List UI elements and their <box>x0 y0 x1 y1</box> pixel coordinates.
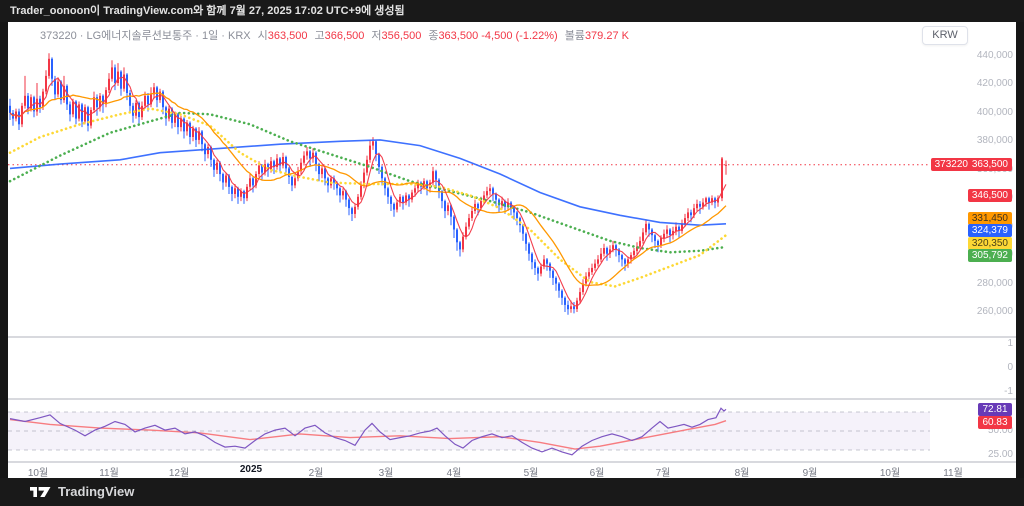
symbol-title[interactable]: 373220 · LG에너지솔루션보통주 · 1일 · KRX <box>40 30 251 42</box>
time-axis-label: 3월 <box>378 468 394 479</box>
ma-yellow-dotted-line <box>8 107 728 288</box>
time-axis-label: 10월 <box>879 468 901 479</box>
attribution-text: Trader_oonoon이 TradingView.com와 함께 7월 27… <box>10 5 405 17</box>
indicator-axis-label: 1 <box>1007 338 1013 349</box>
time-axis-label: 5월 <box>523 468 539 479</box>
time-axis-label: 10월 <box>27 468 49 479</box>
time-scale[interactable]: 10월 11월 12월 2025 2월 3월 4월 5월 6월 7월 8월 9월 10월 11월 <box>8 462 1016 479</box>
ohlc-value: 366,500 <box>324 30 365 42</box>
brand-text: TradingView <box>58 484 135 499</box>
attribution-bar: Trader_oonoon이 TradingView.com와 함께 7월 27… <box>0 0 1024 22</box>
time-axis-label: 2025 <box>239 464 263 475</box>
chart-container: 373220 · LG에너지솔루션보통주 · 1일 · KRX 시363,500 고… <box>8 22 1016 479</box>
rsi-axis-label: 25.00 <box>987 448 1013 460</box>
time-axis-label: 4월 <box>446 468 462 479</box>
ma-value-badge: 320,350 <box>967 236 1012 250</box>
rsi-signal-line <box>9 418 727 450</box>
symbol-header: 373220 · LG에너지솔루션보통주 · 1일 · KRX 시363,500 고… <box>40 27 629 43</box>
ohlc-label: 종 <box>428 30 439 42</box>
price-axis-label: 400,000 <box>976 106 1013 118</box>
indicator-axis-label: -1 <box>1004 386 1013 397</box>
time-axis-label: 2월 <box>308 468 324 479</box>
ma-value-badge: 324,379 <box>967 224 1012 237</box>
ma-value-badge: 346,500 <box>967 188 1012 202</box>
time-axis-label: 11월 <box>943 468 963 479</box>
rsi-value-badge: 60.83 <box>978 416 1012 429</box>
time-axis-label: 12월 <box>168 468 190 479</box>
rsi-axis-label: 50.00 <box>987 425 1013 436</box>
price-chart-canvas[interactable] <box>8 22 1016 478</box>
ohlc-value: 379.27 K <box>584 30 629 42</box>
ma-green-dotted-line <box>8 111 728 254</box>
time-axis-label: 9월 <box>802 468 818 479</box>
price-axis-label: 280,000 <box>976 277 1013 289</box>
price-axis-label: 420,000 <box>976 78 1013 90</box>
time-axis-label: 11월 <box>99 468 119 479</box>
ticker-badge: 373220 <box>930 158 972 172</box>
rsi-line <box>9 407 727 456</box>
ohlc-value: 363,500 <box>438 30 479 42</box>
ma-red-line <box>9 76 727 307</box>
current-price-badge: 363,500 <box>967 158 1012 172</box>
tradingview-logo[interactable]: TradingView <box>30 484 134 499</box>
time-axis-label: 6월 <box>589 468 605 479</box>
indicator-axis-label: 0 <box>1007 362 1013 373</box>
ohlc-label: 저 <box>371 30 382 42</box>
price-scale[interactable]: 440,000420,000400,000380,000360,000340,0… <box>930 22 1016 462</box>
ma-blue-line <box>9 139 727 227</box>
price-axis-label: 380,000 <box>976 135 1013 147</box>
rsi-value-badge: 72.81 <box>978 403 1012 416</box>
ohlc-value: 356,500 <box>381 30 422 42</box>
currency-button[interactable]: KRW <box>922 26 968 45</box>
ma-value-badge: 331,450 <box>967 211 1012 225</box>
time-axis-label: 8월 <box>734 468 750 479</box>
ohlc-value: 363,500 <box>267 30 308 42</box>
tradingview-mark-icon <box>30 486 51 497</box>
ohlc-label: 시 <box>257 30 268 42</box>
ohlc-label: 고 <box>314 30 325 42</box>
ma-value-badge: 305,792 <box>967 249 1012 262</box>
ohlc-value: -4,500 (-1.22%) <box>478 30 558 42</box>
candles-layer <box>9 53 727 315</box>
footer-bar: TradingView <box>0 478 1024 506</box>
ohlc-label: 볼륨 <box>564 30 585 42</box>
price-axis-label: 440,000 <box>976 50 1013 61</box>
time-axis-label: 7월 <box>655 468 671 479</box>
price-axis-label: 260,000 <box>976 305 1013 317</box>
